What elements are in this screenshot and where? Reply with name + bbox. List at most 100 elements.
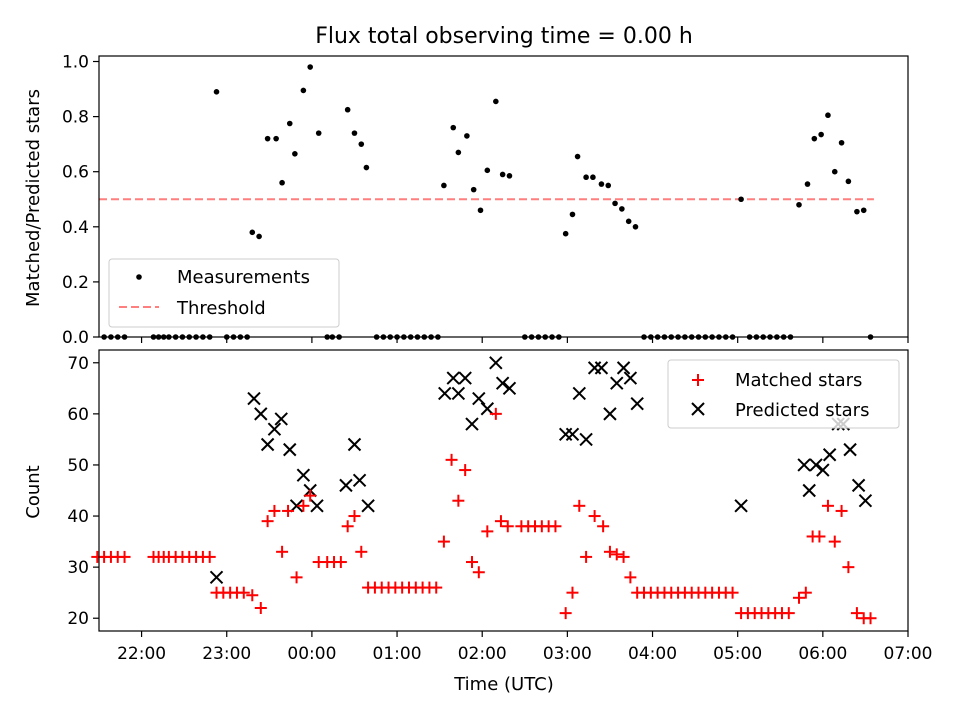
predicted-point bbox=[352, 473, 367, 487]
predicted-point bbox=[603, 407, 617, 421]
matched-point bbox=[813, 530, 826, 543]
predicted-point bbox=[209, 570, 224, 585]
matched-point bbox=[842, 561, 855, 574]
predicted-point bbox=[587, 361, 602, 375]
predicted-point bbox=[858, 494, 873, 508]
bottom-x-axis-label: Time (UTC) bbox=[453, 674, 554, 695]
predicted-point bbox=[802, 483, 816, 498]
measurement-point bbox=[569, 211, 576, 218]
measurement-point bbox=[279, 179, 285, 186]
predicted-point bbox=[267, 422, 282, 436]
measurement-point bbox=[249, 229, 256, 236]
predicted-point bbox=[296, 468, 311, 482]
measurement-point bbox=[493, 98, 499, 105]
matched-point bbox=[588, 510, 601, 523]
predicted-point bbox=[274, 412, 288, 426]
measurement-point bbox=[854, 208, 860, 215]
measurement-point bbox=[470, 186, 477, 193]
matched-point bbox=[821, 499, 834, 512]
legend-matched-marker bbox=[692, 374, 704, 386]
predicted-point bbox=[446, 371, 460, 385]
legend-threshold-label: Threshold bbox=[176, 298, 266, 319]
measurement-point bbox=[574, 153, 581, 160]
measurement-point bbox=[860, 207, 867, 214]
matched-point bbox=[603, 545, 616, 558]
measurement-point bbox=[590, 174, 596, 181]
bottom-y-tick-label: 30 bbox=[67, 558, 89, 578]
predicted-point bbox=[558, 427, 573, 442]
matched-point bbox=[624, 571, 637, 584]
matched-point bbox=[617, 550, 630, 563]
measurement-point bbox=[619, 206, 625, 212]
matched-point bbox=[566, 586, 579, 599]
measurement-point bbox=[300, 87, 307, 94]
matched-point bbox=[481, 525, 494, 538]
measurement-point bbox=[363, 164, 370, 171]
bottom-y-tick-label: 50 bbox=[67, 456, 89, 476]
matched-point bbox=[297, 499, 310, 512]
measurement-point bbox=[344, 106, 351, 113]
measurement-point bbox=[499, 171, 506, 178]
measurement-point bbox=[264, 135, 271, 142]
matched-point bbox=[246, 589, 259, 602]
predicted-point bbox=[289, 499, 304, 513]
matched-point bbox=[452, 494, 465, 507]
predicted-point bbox=[630, 396, 644, 411]
matched-point bbox=[237, 586, 250, 599]
matched-point bbox=[726, 586, 739, 599]
matched-point bbox=[341, 520, 354, 533]
measurement-point bbox=[441, 182, 447, 189]
matched-point bbox=[573, 499, 586, 512]
bottom-y-tick-label: 70 bbox=[67, 354, 89, 374]
measurement-point bbox=[738, 196, 744, 203]
matched-point bbox=[203, 550, 216, 563]
predicted-point bbox=[489, 356, 503, 370]
matched-point bbox=[348, 510, 361, 523]
measurement-point bbox=[811, 135, 818, 142]
measurement-point bbox=[562, 230, 569, 237]
measurement-point bbox=[358, 141, 365, 147]
bottom-x-tick-label: 00:00 bbox=[287, 644, 336, 664]
predicted-point bbox=[254, 407, 268, 421]
predicted-point bbox=[594, 361, 609, 375]
legend-measurements-marker bbox=[136, 274, 142, 280]
matched-point bbox=[580, 550, 593, 563]
predicted-point bbox=[734, 499, 748, 513]
predicted-point bbox=[347, 437, 362, 452]
chart-title: Flux total observing time = 0.00 h bbox=[315, 24, 693, 49]
measurement-point bbox=[625, 218, 632, 225]
bottom-x-tick-label: 01:00 bbox=[373, 644, 422, 664]
predicted-point bbox=[361, 499, 375, 513]
matched-point bbox=[437, 535, 450, 548]
legend-measurements-label: Measurements bbox=[177, 267, 310, 288]
predicted-point bbox=[247, 391, 261, 406]
predicted-point bbox=[339, 478, 353, 493]
bottom-x-tick-label: 04:00 bbox=[628, 644, 677, 664]
matched-point bbox=[445, 453, 458, 466]
measurement-point bbox=[796, 201, 802, 208]
matched-point bbox=[282, 504, 295, 517]
predicted-point bbox=[451, 386, 466, 401]
matched-point bbox=[799, 586, 812, 599]
predicted-point bbox=[816, 463, 830, 477]
predicted-point bbox=[579, 432, 593, 447]
predicted-point bbox=[502, 381, 517, 396]
predicted-point bbox=[843, 442, 857, 457]
bottom-legend-box bbox=[667, 359, 900, 429]
measurement-point bbox=[484, 167, 491, 174]
matched-point bbox=[549, 520, 562, 533]
top-y-tick-label: 0.8 bbox=[62, 108, 89, 128]
predicted-point bbox=[851, 478, 866, 493]
measurement-point bbox=[292, 150, 298, 157]
predicted-point bbox=[610, 376, 624, 390]
matched-point bbox=[489, 407, 502, 420]
matched-point bbox=[559, 607, 572, 620]
bottom-x-tick-label: 05:00 bbox=[713, 644, 762, 664]
legend-predicted-label: Predicted stars bbox=[735, 400, 869, 421]
matched-point bbox=[494, 515, 507, 528]
predicted-point bbox=[565, 427, 580, 442]
matched-point bbox=[828, 535, 841, 548]
measurement-point bbox=[838, 139, 845, 146]
matched-point bbox=[850, 607, 863, 620]
